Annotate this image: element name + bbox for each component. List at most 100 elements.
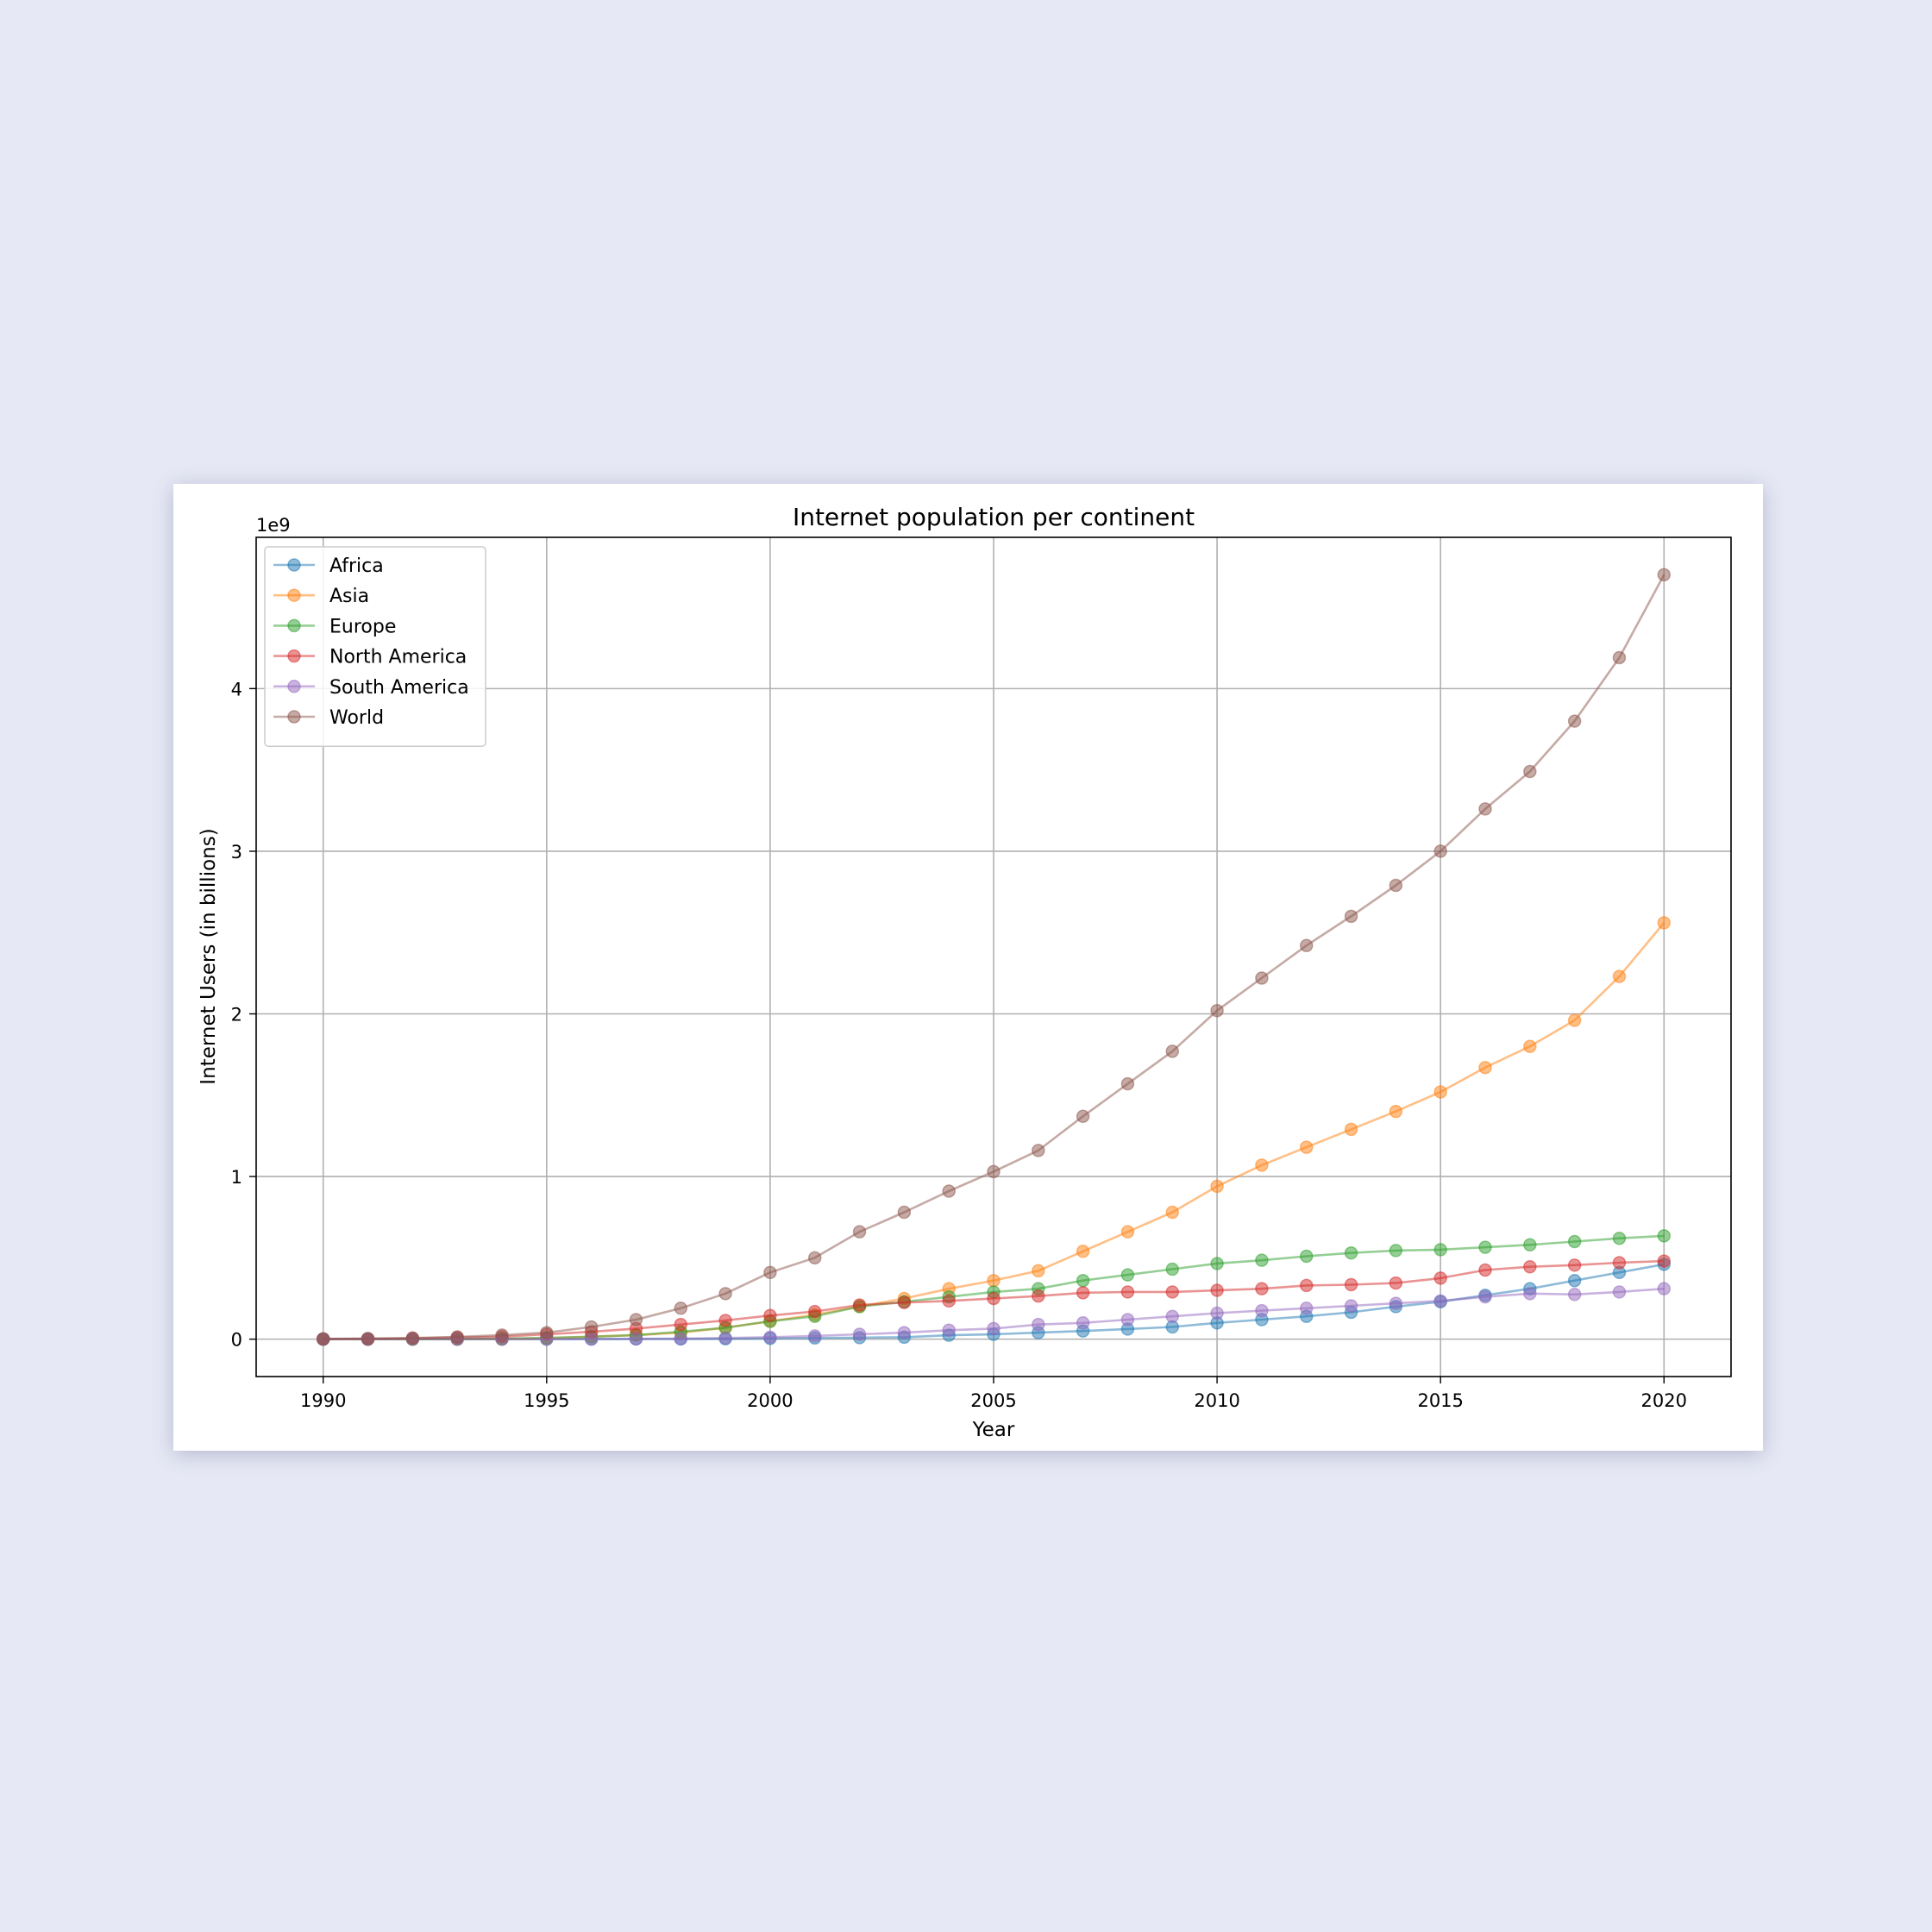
data-point-asia [1255,1158,1269,1172]
data-point-world [495,1328,509,1342]
data-point-asia [1389,1104,1403,1119]
data-point-north-america [1299,1278,1314,1293]
legend: Africa Asia Europe North America South Ameri… [264,546,486,747]
legend-label-world: World [329,707,384,729]
data-point-south-america [1120,1313,1135,1327]
data-point-world [1389,878,1403,893]
data-point-world [897,1205,912,1220]
data-point-asia [1523,1039,1537,1053]
data-point-south-america [1165,1309,1180,1323]
data-point-world [718,1287,732,1301]
x-axis-label: Year [972,1419,1015,1441]
data-point-world [1478,802,1492,816]
legend-label-south-america: South America [329,677,469,699]
data-point-europe [1657,1229,1672,1243]
data-point-africa [1567,1273,1582,1288]
data-point-south-america [1612,1285,1627,1299]
y-tick-label: 3 [231,842,242,862]
x-tick-label: 2015 [1417,1390,1463,1411]
data-point-north-america [807,1304,822,1319]
data-point-world [1299,938,1314,953]
data-point-world [540,1326,554,1339]
series-world [316,568,1672,1346]
data-point-world [852,1225,867,1239]
data-point-north-america [1389,1276,1403,1290]
data-point-asia [1032,1264,1045,1278]
data-point-south-america [1255,1303,1269,1318]
data-point-europe [1120,1268,1135,1282]
data-point-world [763,1265,777,1280]
data-point-world [584,1320,599,1334]
data-point-north-america [942,1294,956,1308]
legend-label-europe: Europe [329,616,396,637]
data-point-europe [1255,1253,1269,1267]
data-point-world [316,1332,330,1346]
ticks: 1990 1995 2000 2005 2010 2015 2020 0 1 2 3 4 [231,679,1687,1411]
x-tick-label: 2005 [970,1390,1016,1411]
data-point-europe [1344,1245,1358,1260]
x-tick-label: 1995 [524,1390,569,1411]
legend-label-north-america: North America [329,647,467,668]
data-point-europe [1210,1257,1224,1270]
data-point-world [1120,1076,1135,1091]
data-point-europe [1478,1240,1492,1254]
data-point-south-america [942,1323,956,1338]
data-point-south-america [1657,1282,1672,1295]
data-point-europe [1523,1238,1537,1252]
data-point-asia [1612,969,1627,983]
data-point-north-america [852,1298,867,1312]
data-point-world [1032,1144,1045,1157]
data-point-south-america [1299,1302,1314,1315]
x-tick-label: 2010 [1194,1390,1239,1411]
data-point-south-america [674,1332,688,1346]
data-point-north-america [1433,1271,1447,1285]
data-point-europe [1389,1244,1403,1258]
data-point-south-america [1433,1294,1447,1308]
data-point-world [1076,1109,1090,1124]
series-group [316,568,1672,1346]
data-point-north-america [763,1308,777,1323]
data-point-south-america [1032,1317,1045,1332]
data-point-world [450,1330,464,1344]
legend-label-asia: Asia [329,586,369,607]
data-point-world [1657,568,1672,582]
y-tick-label: 1 [231,1167,242,1188]
data-point-asia [1165,1205,1180,1220]
data-point-europe [1299,1249,1314,1264]
data-point-asia [1210,1179,1224,1194]
data-point-north-america [1032,1289,1045,1303]
legend-label-africa: Africa [329,555,384,577]
data-point-north-america [1478,1263,1492,1277]
data-point-world [629,1313,643,1327]
data-point-world [987,1164,1000,1179]
data-point-south-america [629,1332,643,1346]
data-point-asia [1433,1085,1447,1099]
data-point-world [361,1332,375,1346]
data-point-south-america [1523,1287,1537,1301]
data-point-north-america [674,1317,688,1332]
data-point-world [1210,1003,1224,1018]
y-offset-label: 1e9 [256,515,291,536]
y-tick-label: 2 [231,1004,242,1025]
chart-card: 1990 1995 2000 2005 2010 2015 2020 0 1 2 3 4 Intern… [173,484,1763,1451]
data-point-south-america [807,1329,822,1343]
data-point-asia [1076,1245,1090,1258]
legend-marker-asia [287,588,301,602]
data-point-europe [1076,1273,1090,1288]
y-tick-label: 0 [231,1330,242,1351]
data-point-europe [1433,1243,1447,1257]
y-tick-label: 4 [231,679,242,699]
data-point-north-america [1344,1277,1358,1292]
data-point-south-america [1567,1288,1582,1302]
line-chart: 1990 1995 2000 2005 2010 2015 2020 0 1 2 3 4 Intern… [198,503,1732,1441]
data-point-south-america [852,1327,867,1341]
data-point-world [807,1251,822,1265]
legend-marker-world [287,710,301,724]
data-point-world [1523,764,1537,779]
data-point-north-america [987,1291,1000,1306]
data-point-south-america [1478,1289,1492,1304]
data-point-asia [1567,1013,1582,1027]
data-point-north-america [718,1314,732,1327]
data-point-south-america [584,1332,599,1346]
chart-title: Internet population per continent [793,503,1195,531]
